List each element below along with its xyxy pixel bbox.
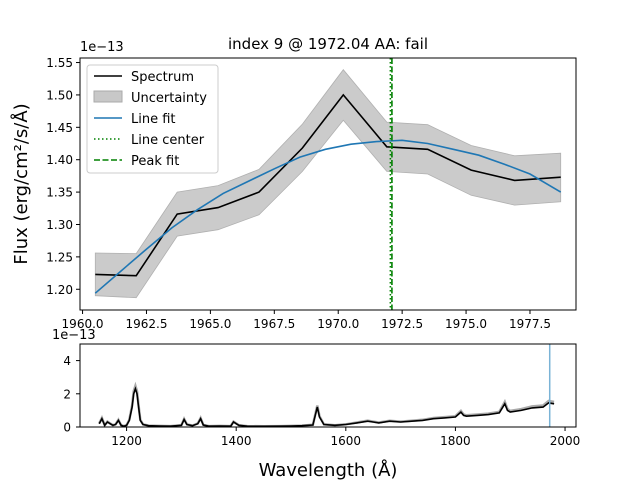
bottom-axes: 1200 1400 1600 1800 2000 0 2 4 — [63, 354, 580, 448]
main-x-tick-label: 1975.0 — [445, 317, 487, 331]
legend-uncertainty-swatch — [93, 90, 123, 103]
legend-line-center-label: Line center — [131, 133, 205, 148]
main-x-tick-label: 1960.0 — [62, 317, 104, 331]
bottom-x-tick-label: 1200 — [111, 434, 142, 448]
main-x-tick-label: 1967.5 — [253, 317, 295, 331]
main-y-tick-label: 1.20 — [46, 283, 73, 297]
main-y-tick-label: 1.25 — [46, 250, 73, 264]
main-x-tick-label: 1962.5 — [125, 317, 167, 331]
bottom-plot-area — [98, 344, 555, 428]
main-x-tick-label: 1970.0 — [317, 317, 359, 331]
bottom-y-tick-label: 2 — [63, 387, 71, 401]
bottom-y-tick-label: 4 — [63, 354, 71, 368]
main-y-tick-label: 1.45 — [46, 121, 73, 135]
main-x-tick-label: 1965.0 — [189, 317, 231, 331]
legend-uncertainty-label: Uncertainty — [131, 91, 207, 106]
bottom-axes-frame — [79, 343, 577, 428]
main-y-tick-label: 1.50 — [46, 88, 73, 102]
main-y-tick-label: 1.35 — [46, 186, 73, 200]
main-x-tick-label: 1972.5 — [381, 317, 423, 331]
bottom-spectrum-line — [98, 386, 555, 428]
spectrum-line — [95, 93, 561, 277]
legend-line-fit-label: Line fit — [131, 112, 176, 127]
main-y-tick-label: 1.30 — [46, 218, 73, 232]
main-x-tick-label: 1977.5 — [509, 317, 551, 331]
bottom-y-tick-label: 0 — [63, 421, 71, 435]
legend: Spectrum Uncertainty Line fit Line cente… — [86, 64, 219, 174]
main-y-tick-label: 1.55 — [46, 56, 73, 70]
bottom-x-tick-label: 1800 — [440, 434, 471, 448]
bottom-y-scale-label: 1e−13 — [52, 328, 96, 343]
bottom-x-tick-label: 1400 — [221, 434, 252, 448]
line-fit-curve — [94, 139, 562, 294]
main-plot-area — [94, 69, 562, 299]
main-axes-frame — [79, 57, 577, 311]
main-y-tick-label: 1.40 — [46, 153, 73, 167]
y-axis-label: Flux (erg/cm²/s/Å) — [10, 103, 32, 264]
main-axes: 1960.0 1962.5 1965.0 1967.5 1970.0 1972.5 1975… — [46, 56, 551, 331]
main-overlay — [389, 58, 393, 310]
legend-spectrum-label: Spectrum — [131, 70, 194, 85]
bottom-x-tick-label: 2000 — [550, 434, 581, 448]
main-chart-title: index 9 @ 1972.04 AA: fail — [228, 35, 428, 53]
main-y-scale-label: 1e−13 — [80, 40, 124, 55]
x-axis-label: Wavelength (Å) — [259, 459, 398, 480]
legend-peak-fit-label: Peak fit — [131, 154, 179, 169]
bottom-x-tick-label: 1600 — [331, 434, 362, 448]
